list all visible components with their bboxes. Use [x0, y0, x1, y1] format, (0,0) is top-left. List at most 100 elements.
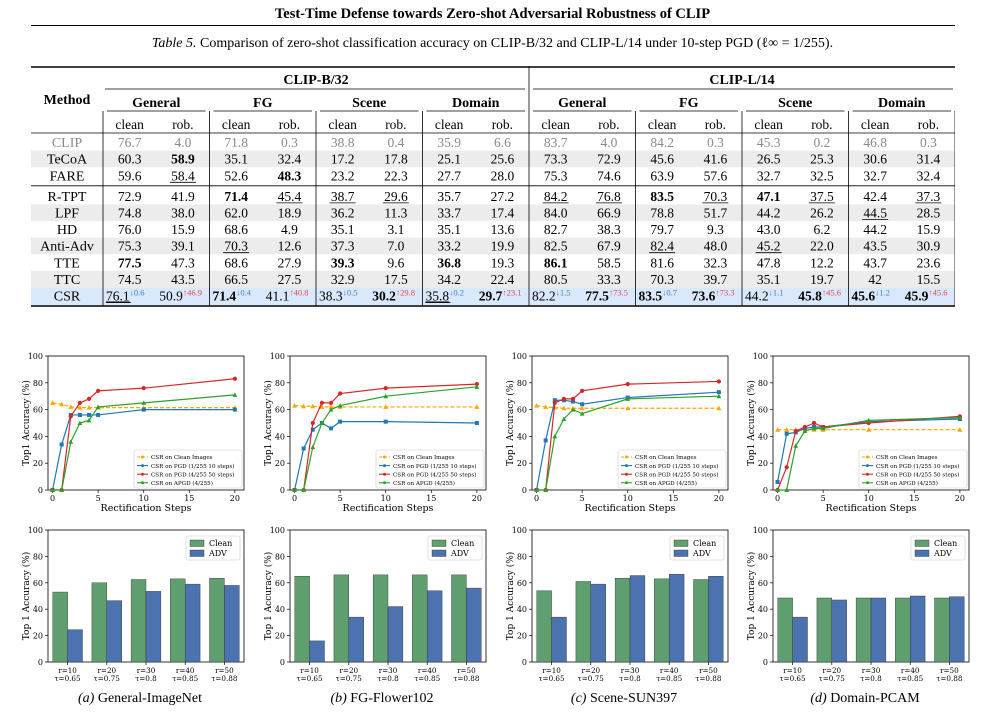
data-cell: 71.4↓0.4	[213, 288, 252, 304]
method-cell: TeCoA	[47, 153, 88, 168]
method-header: Method	[44, 93, 91, 108]
data-cell: 43.5	[863, 239, 887, 254]
data-cell: 82.5	[544, 239, 568, 254]
legend-marker	[625, 455, 628, 459]
bar-chart-domain: 0 20 40 60 80 100 Top 1 Accuracy (%) r=10 τ=0.65…	[745, 520, 977, 690]
data-cell: 30.9	[917, 239, 941, 254]
data-cell: 38.3	[597, 222, 621, 237]
x-tick-label: r=20	[339, 666, 358, 675]
bar-adv	[106, 600, 122, 663]
legend-marker	[866, 472, 869, 476]
x-tick-label: r=30	[379, 666, 398, 675]
x-tick-label: r=10	[542, 666, 561, 675]
legend-swatch	[431, 549, 447, 557]
subcaption-c: (c) Scene-SUN397	[509, 691, 739, 707]
y-tick-label: 100	[753, 526, 768, 535]
row-shade	[31, 204, 955, 221]
x-tick-label: 20	[955, 494, 965, 503]
legend-swatch	[673, 549, 689, 557]
y-tick-label: 80	[758, 379, 768, 388]
data-cell: 44.5	[863, 206, 887, 221]
domain-header: Domain	[878, 96, 926, 111]
sub-header: clean	[222, 117, 251, 132]
legend-marker	[383, 472, 386, 476]
data-point	[59, 442, 64, 447]
series-line	[51, 408, 235, 491]
bar-adv	[831, 599, 847, 663]
data-point	[301, 446, 306, 451]
y-axis-label: Top1 Accuracy (%)	[21, 380, 32, 466]
data-cell: 41.9	[171, 189, 195, 204]
x-tick-label: τ=0.88	[453, 674, 479, 683]
line-chart-scene: 0 20 40 60 80 100 0 5 10 15 20 Top1 Accuracy (%) Rec…	[504, 348, 736, 518]
bar-clean	[294, 576, 310, 663]
data-point	[793, 443, 799, 448]
data-cell: 32.4	[917, 168, 941, 183]
subcaption-a: (a) General-ImageNet	[25, 691, 255, 707]
sub-header: rob.	[492, 117, 513, 132]
data-cell: 37.3	[917, 189, 941, 204]
legend-label: Clean	[451, 539, 474, 548]
x-tick-label: τ=0.85	[656, 674, 682, 683]
model-header: CLIP-L/14	[709, 73, 774, 88]
y-tick-label: 20	[33, 459, 43, 468]
data-point	[802, 424, 808, 430]
legend-marker	[141, 455, 144, 459]
sub-header: clean	[648, 117, 677, 132]
legend-label: Clean	[693, 539, 716, 548]
x-tick-label: 10	[623, 494, 633, 503]
plot-frame	[531, 355, 729, 491]
subcaption-label: (c)	[570, 691, 587, 706]
data-cell: 36.8	[437, 255, 461, 270]
bar-clean	[614, 577, 631, 663]
subcaption-b: (b) FG-Flower102	[267, 691, 497, 707]
data-cell: 50.9↑46.9	[159, 288, 202, 304]
data-cell: 44.2	[863, 222, 887, 237]
data-point	[625, 396, 631, 401]
legend-label: CSR on Clean Images	[151, 455, 213, 461]
domain-header: FG	[253, 96, 273, 111]
data-point	[570, 407, 576, 412]
data-cell: 75.3	[544, 168, 568, 183]
y-tick-label: 100	[512, 352, 527, 361]
data-cell: 37.3	[331, 239, 355, 254]
y-tick-label: 20	[517, 459, 527, 468]
data-point	[232, 376, 237, 381]
x-tick-label: 10	[139, 494, 149, 503]
data-cell: 82.4	[650, 239, 674, 254]
table-caption-text: Comparison of zero-shot classification a…	[200, 36, 834, 51]
data-point	[328, 404, 334, 409]
data-cell: 70.3	[704, 189, 728, 204]
data-cell: 38.8	[331, 135, 355, 150]
data-cell: 32.3	[704, 255, 728, 270]
y-tick-label: 60	[517, 579, 527, 588]
data-point	[543, 404, 549, 409]
header-rule	[31, 25, 955, 26]
table-caption-label: Table 5.	[151, 36, 197, 51]
x-tick-label: r=40	[176, 666, 195, 675]
sub-header: rob.	[598, 117, 619, 132]
method-cell: TTC	[54, 273, 80, 288]
y-tick-label: 80	[275, 552, 285, 561]
data-cell: 9.3	[707, 222, 724, 237]
x-tick-label: r=50	[215, 666, 234, 675]
legend-marker	[141, 464, 144, 468]
data-cell: 45.6↓1.2	[852, 288, 891, 304]
legend-label: CSR on APGD (4/255)	[151, 480, 213, 487]
data-point	[802, 428, 808, 434]
data-cell: 51.7	[704, 206, 728, 221]
y-tick-label: 20	[275, 632, 285, 641]
bar-adv	[309, 640, 325, 663]
data-point	[571, 399, 576, 404]
data-cell: 26.2	[810, 206, 834, 221]
results-table: Method CLIP-B/32 CLIP-L/14 General FG Scene Do…	[31, 66, 956, 331]
bar-clean	[91, 582, 107, 663]
data-point	[552, 398, 557, 403]
data-point	[292, 403, 298, 408]
x-tick-label: 10	[381, 494, 391, 503]
legend-label: CSR on APGD (4/255)	[635, 480, 697, 487]
legend-label: Clean	[209, 539, 232, 548]
series-line	[777, 415, 960, 491]
bar-adv	[909, 595, 926, 663]
y-tick-label: 0	[522, 658, 527, 667]
